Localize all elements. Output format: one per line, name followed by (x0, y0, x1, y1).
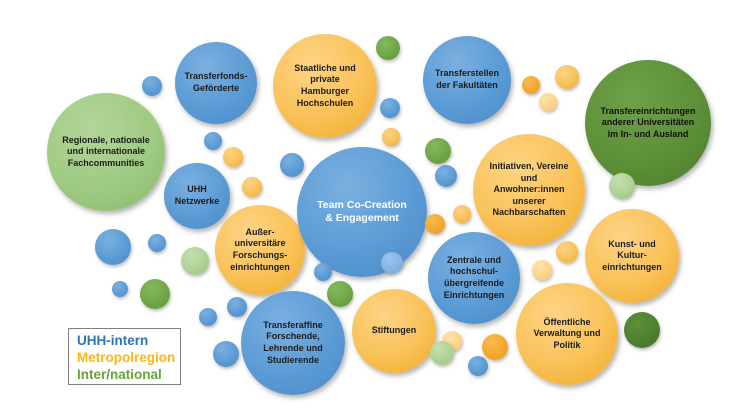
green-darker-dot (624, 312, 660, 348)
blue-dot (468, 356, 488, 376)
blue-dot (227, 297, 247, 317)
orange-dot (425, 214, 445, 234)
blue-dot (213, 341, 239, 367)
green-light-dot (609, 173, 635, 199)
green-mid-dot (425, 138, 451, 164)
blue-light-dot (381, 252, 403, 274)
blue-dot (435, 165, 457, 187)
bubble-staatliche-private-hochschulen: Staatliche und private Hamburger Hochsch… (273, 34, 377, 138)
legend-item-uhh-intern: UHH-intern (77, 333, 149, 348)
blue-dot (314, 263, 332, 281)
bubble-regionale-fachcommunities: Regionale, nationale und internationale … (47, 93, 165, 211)
legend-item-metropolregion: Metropolregion (77, 350, 176, 365)
blue-dot (148, 234, 166, 252)
bubble-uhh-netzwerke: UHH Netzwerke (164, 163, 230, 229)
bubble-zentrale-einrichtungen: Zentrale und hochschul- übergreifende Ei… (428, 232, 520, 324)
bubble-kunst-kultureinrichtungen: Kunst- und Kultur- einrichtungen (585, 209, 679, 303)
legend-item-inter-national: Inter/national (77, 367, 162, 382)
bubble-transferstellen-fakultaeten: Transferstellen der Fakultäten (423, 36, 511, 124)
orange-dot (522, 76, 540, 94)
legend: UHH-intern Metropolregion Inter/national (68, 328, 181, 385)
bubble-ausseruniversitaere-forschungseinrichtungen: Außer- universitäre Forschungs- einricht… (215, 205, 305, 295)
blue-dot (204, 132, 222, 150)
blue-dot (280, 153, 304, 177)
green-mid-dot (376, 36, 400, 60)
yellow-dot (242, 177, 262, 197)
blue-dot (142, 76, 162, 96)
yellow-dot (555, 65, 579, 89)
blue-dot (380, 98, 400, 118)
orange-dot (482, 334, 508, 360)
bubble-transferfonds-gefoerderte: Transferfonds- Geförderte (175, 42, 257, 124)
yellow-dot (382, 128, 400, 146)
yellow-light-dot (532, 260, 552, 280)
green-light-dot (181, 247, 209, 275)
blue-dot (95, 229, 131, 265)
yellow-dot (223, 147, 243, 167)
green-mid-dot (140, 279, 170, 309)
bubble-transferaffine-forschende: Transferaffine Forschende, Lehrende und … (241, 291, 345, 395)
bubble-stiftungen: Stiftungen (352, 289, 436, 373)
bubble-oeffentliche-verwaltung-politik: Öffentliche Verwaltung und Politik (516, 283, 618, 385)
bubble-initiativen-vereine-anwohner: Initiativen, Vereine und Anwohner:innen … (473, 134, 585, 246)
blue-dot (112, 281, 128, 297)
green-mid-dot (327, 281, 353, 307)
green-light-dot (430, 341, 454, 365)
bubble-transfereinrichtungen-universitaeten: Transfereinrichtungen anderer Universitä… (585, 60, 711, 186)
yellow-light-dot (539, 93, 557, 111)
blue-dot (199, 308, 217, 326)
yellow-dot (453, 205, 471, 223)
bubble-team-co-creation: Team Co-Creation & Engagement (297, 147, 427, 277)
yellow-dot (556, 241, 578, 263)
